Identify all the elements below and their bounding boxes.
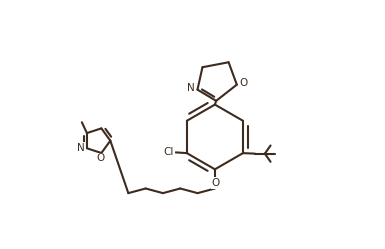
Text: N: N xyxy=(77,143,84,153)
Text: O: O xyxy=(211,178,220,188)
Text: Cl: Cl xyxy=(164,147,174,157)
Text: O: O xyxy=(239,78,247,88)
Text: N: N xyxy=(187,83,194,93)
Text: O: O xyxy=(97,153,105,164)
